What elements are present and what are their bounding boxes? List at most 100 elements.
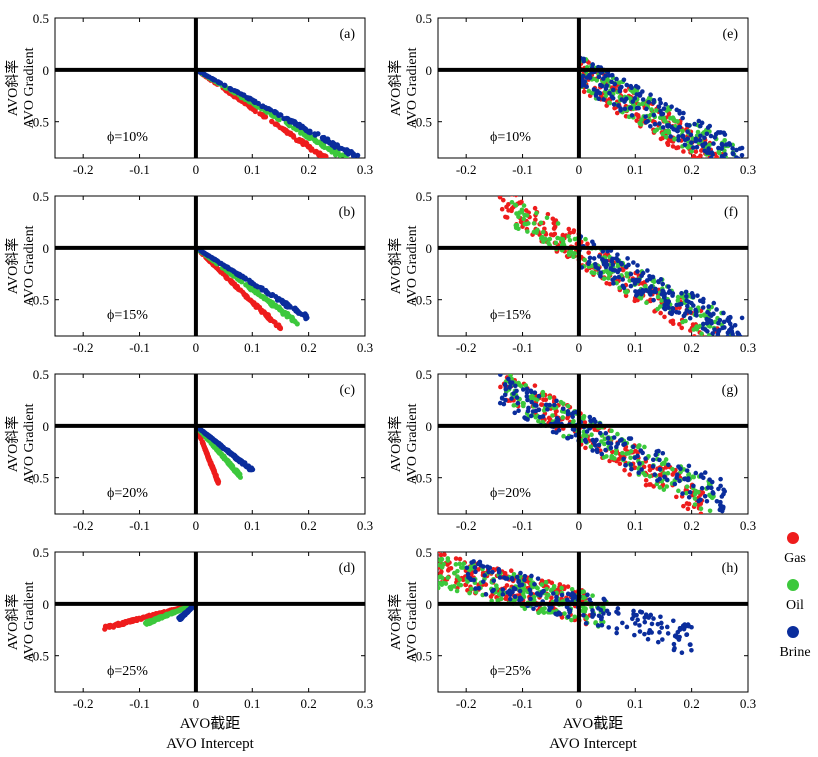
data-point	[703, 165, 708, 170]
data-point	[701, 161, 706, 166]
data-point	[465, 579, 470, 584]
data-point	[685, 477, 691, 483]
data-point	[246, 277, 252, 283]
data-point	[590, 608, 595, 613]
data-point	[287, 119, 293, 125]
data-point	[735, 170, 740, 175]
data-point	[469, 560, 474, 565]
data-point	[544, 215, 550, 221]
data-point	[533, 414, 539, 420]
data-point	[691, 483, 696, 489]
data-point	[723, 152, 728, 157]
data-point	[541, 239, 546, 245]
y-tick-label: 0	[43, 419, 50, 434]
data-point	[606, 611, 612, 617]
x-tick-label: 0.1	[244, 162, 260, 177]
data-point	[152, 616, 158, 622]
data-point	[623, 293, 629, 299]
data-point	[686, 471, 692, 477]
data-point	[497, 400, 503, 406]
x-axis-label-cn: AVO截距	[180, 715, 241, 732]
panel-label: (g)	[722, 383, 739, 398]
data-point	[500, 587, 506, 592]
x-tick-label: 0.3	[357, 162, 373, 177]
data-point	[614, 630, 619, 636]
data-point	[615, 431, 620, 437]
data-point	[682, 142, 688, 148]
data-point	[482, 573, 487, 578]
x-tick-label: -0.2	[456, 518, 477, 533]
data-point	[503, 386, 509, 392]
panel-label: (d)	[339, 561, 356, 576]
data-point	[711, 300, 717, 306]
data-point	[591, 612, 597, 617]
data-point	[230, 452, 236, 458]
data-point	[645, 268, 650, 273]
data-point	[688, 642, 693, 647]
data-point	[569, 586, 575, 592]
data-point	[623, 96, 629, 102]
data-point	[508, 369, 513, 374]
data-point	[657, 485, 663, 490]
data-point	[683, 289, 689, 295]
plot-frame	[437, 373, 749, 515]
data-point	[727, 159, 732, 164]
data-point	[718, 483, 723, 489]
data-point	[677, 321, 682, 327]
data-point	[307, 130, 313, 136]
data-point	[710, 152, 715, 157]
data-point	[494, 583, 499, 588]
data-point	[637, 91, 643, 97]
x-tick-label: 0	[576, 162, 583, 177]
data-point	[732, 171, 737, 176]
data-point	[596, 613, 602, 619]
data-point	[163, 613, 169, 619]
data-point	[614, 110, 620, 116]
data-point	[242, 460, 248, 466]
data-point	[623, 88, 628, 94]
data-point	[679, 325, 685, 331]
data-point	[522, 212, 527, 218]
data-point	[640, 281, 645, 286]
data-point	[284, 304, 291, 310]
data-point	[698, 133, 703, 139]
y-axis-label-en: AVO Gradient	[405, 225, 420, 306]
data-point	[693, 307, 698, 313]
data-point	[582, 420, 588, 425]
data-point	[647, 474, 653, 479]
data-point	[495, 598, 501, 603]
data-point	[521, 401, 526, 406]
data-point	[608, 445, 614, 451]
data-point	[255, 284, 261, 290]
data-point	[316, 151, 323, 157]
data-point	[598, 430, 603, 436]
x-tick-label: -0.2	[456, 696, 477, 711]
y-tick-label: 0.5	[416, 545, 432, 560]
data-point	[695, 293, 700, 298]
data-point	[571, 418, 576, 424]
data-point	[554, 415, 560, 421]
data-point	[644, 300, 649, 305]
data-point	[586, 60, 591, 65]
data-point	[605, 435, 611, 441]
data-point	[615, 441, 621, 447]
data-point	[692, 502, 698, 507]
data-point	[697, 137, 703, 143]
x-tick-label: 0.3	[740, 340, 756, 355]
data-point	[513, 223, 519, 228]
data-point	[249, 280, 255, 287]
data-point	[719, 176, 724, 181]
porosity-label: ϕ=20%	[107, 486, 148, 501]
data-point	[276, 296, 282, 302]
data-point	[531, 597, 537, 603]
data-point	[238, 273, 244, 280]
data-point	[685, 303, 690, 309]
data-point	[642, 615, 648, 620]
series-brine	[578, 55, 745, 175]
data-point	[676, 464, 681, 469]
data-point	[711, 163, 716, 168]
data-point	[619, 261, 625, 267]
data-point	[610, 87, 616, 93]
data-point	[624, 624, 630, 630]
data-point	[567, 230, 573, 236]
